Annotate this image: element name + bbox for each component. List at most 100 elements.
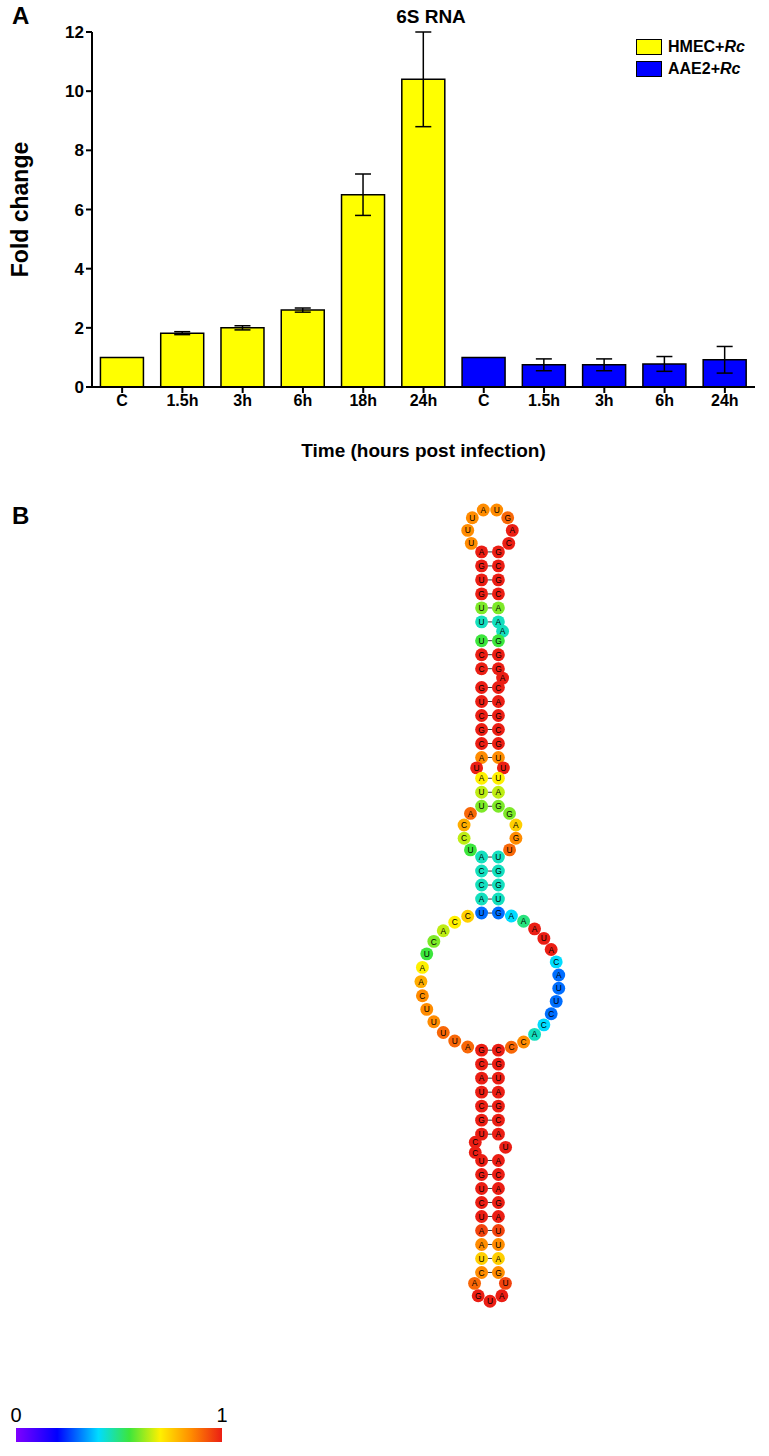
svg-text:U: U xyxy=(479,1184,485,1194)
svg-text:C: C xyxy=(461,833,467,843)
svg-text:A: A xyxy=(479,1226,485,1236)
svg-text:G: G xyxy=(495,1059,502,1069)
svg-text:A: A xyxy=(472,1278,478,1288)
svg-text:U: U xyxy=(424,1004,430,1014)
svg-text:C: C xyxy=(495,1045,501,1055)
svg-text:1.5h: 1.5h xyxy=(166,392,198,409)
svg-text:U: U xyxy=(468,538,474,548)
svg-text:C: C xyxy=(553,957,559,967)
svg-text:U: U xyxy=(503,1142,509,1152)
svg-text:G: G xyxy=(495,1101,502,1111)
svg-text:U: U xyxy=(502,1278,508,1288)
svg-text:C: C xyxy=(472,1137,478,1147)
svg-text:G: G xyxy=(478,561,485,571)
svg-text:C: C xyxy=(479,650,485,660)
svg-text:C: C xyxy=(521,1037,527,1047)
svg-text:B: B xyxy=(12,502,29,529)
svg-text:C: C xyxy=(479,866,485,876)
svg-text:U: U xyxy=(553,996,559,1006)
svg-text:C: C xyxy=(479,739,485,749)
svg-text:C: C xyxy=(508,1042,514,1052)
svg-text:U: U xyxy=(479,697,485,707)
svg-text:C: C xyxy=(548,1009,554,1019)
svg-text:A: A xyxy=(532,1029,538,1039)
svg-text:A: A xyxy=(479,894,485,904)
svg-text:A: A xyxy=(440,926,446,936)
svg-text:A: A xyxy=(479,753,485,763)
svg-text:C: C xyxy=(479,1268,485,1278)
svg-text:A: A xyxy=(496,1129,502,1139)
svg-text:U: U xyxy=(495,1073,501,1083)
svg-text:G: G xyxy=(495,650,502,660)
svg-text:1.5h: 1.5h xyxy=(528,392,560,409)
svg-text:U: U xyxy=(479,575,485,585)
svg-text:6h: 6h xyxy=(294,392,313,409)
svg-text:U: U xyxy=(495,773,501,783)
svg-text:G: G xyxy=(478,1170,485,1180)
svg-text:3h: 3h xyxy=(233,392,252,409)
svg-text:C: C xyxy=(419,991,425,1001)
svg-text:A: A xyxy=(521,916,527,926)
svg-text:U: U xyxy=(495,894,501,904)
svg-text:U: U xyxy=(467,845,473,855)
svg-text:A: A xyxy=(509,911,515,921)
svg-text:U: U xyxy=(479,801,485,811)
svg-text:G: G xyxy=(495,1268,502,1278)
svg-text:A: A xyxy=(479,1073,485,1083)
svg-text:G: G xyxy=(478,725,485,735)
svg-text:A: A xyxy=(479,547,485,557)
svg-text:U: U xyxy=(479,617,485,627)
svg-text:U: U xyxy=(495,753,501,763)
svg-text:A: A xyxy=(509,525,515,535)
svg-text:U: U xyxy=(474,763,480,773)
svg-text:U: U xyxy=(507,845,513,855)
svg-text:6h: 6h xyxy=(655,392,674,409)
svg-text:G: G xyxy=(495,1198,502,1208)
svg-text:A: A xyxy=(496,1087,502,1097)
svg-text:G: G xyxy=(513,833,520,843)
svg-text:A: A xyxy=(468,809,474,819)
svg-text:U: U xyxy=(479,636,485,646)
svg-text:3h: 3h xyxy=(595,392,614,409)
svg-text:4: 4 xyxy=(75,260,85,279)
svg-text:Fold change: Fold change xyxy=(7,142,33,277)
svg-text:0: 0 xyxy=(10,1404,21,1426)
svg-text:U: U xyxy=(495,1226,501,1236)
svg-text:C: C xyxy=(116,392,128,409)
svg-text:A: A xyxy=(420,963,426,973)
svg-text:U: U xyxy=(424,949,430,959)
svg-text:G: G xyxy=(495,908,502,918)
svg-text:U: U xyxy=(479,787,485,797)
svg-text:18h: 18h xyxy=(349,392,377,409)
svg-text:A: A xyxy=(556,970,562,980)
svg-text:C: C xyxy=(479,880,485,890)
svg-text:A: A xyxy=(479,773,485,783)
svg-text:C: C xyxy=(479,1059,485,1069)
svg-text:A: A xyxy=(479,852,485,862)
svg-text:G: G xyxy=(478,589,485,599)
svg-text:U: U xyxy=(479,1087,485,1097)
svg-text:G: G xyxy=(495,801,502,811)
svg-text:C: C xyxy=(465,911,471,921)
svg-text:C: C xyxy=(452,917,458,927)
svg-text:6: 6 xyxy=(75,201,84,220)
svg-text:A: A xyxy=(496,1156,502,1166)
svg-text:U: U xyxy=(479,1156,485,1166)
svg-text:C: C xyxy=(495,725,501,735)
svg-text:A: A xyxy=(496,1184,502,1194)
svg-text:C: C xyxy=(479,1101,485,1111)
svg-text:Time (hours post infection): Time (hours post infection) xyxy=(301,440,546,461)
svg-text:U: U xyxy=(440,1028,446,1038)
svg-text:U: U xyxy=(556,983,562,993)
svg-text:U: U xyxy=(479,603,485,613)
svg-text:G: G xyxy=(504,513,511,523)
svg-text:G: G xyxy=(478,683,485,693)
svg-text:U: U xyxy=(500,763,506,773)
svg-text:C: C xyxy=(495,683,501,693)
svg-text:U: U xyxy=(495,852,501,862)
svg-text:1: 1 xyxy=(216,1404,227,1426)
svg-text:G: G xyxy=(495,636,502,646)
svg-text:A: A xyxy=(496,787,502,797)
svg-text:2: 2 xyxy=(75,319,84,338)
svg-text:8: 8 xyxy=(75,141,84,160)
